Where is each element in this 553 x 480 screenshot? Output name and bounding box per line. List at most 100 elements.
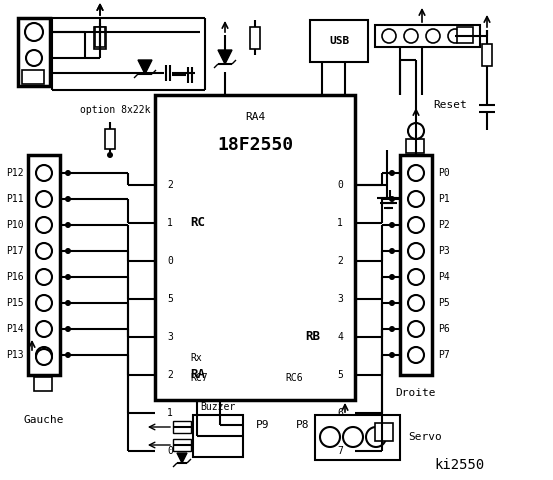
Text: 3: 3 [337, 294, 343, 304]
Polygon shape [218, 50, 232, 64]
Bar [457, 27, 473, 43]
Bar [400, 155, 432, 375]
Circle shape [26, 50, 42, 66]
Bar [310, 20, 368, 62]
Text: RC: RC [190, 216, 205, 229]
Circle shape [366, 427, 386, 447]
Text: P7: P7 [438, 350, 450, 360]
Text: Droite: Droite [396, 388, 436, 398]
Text: ki2550: ki2550 [435, 458, 485, 472]
Circle shape [36, 349, 52, 365]
Text: P14: P14 [7, 324, 24, 334]
Circle shape [389, 326, 395, 332]
Text: 1: 1 [337, 218, 343, 228]
Circle shape [389, 352, 395, 358]
Bar [193, 415, 243, 457]
Bar [173, 421, 191, 433]
Circle shape [343, 427, 363, 447]
Circle shape [36, 191, 52, 207]
Text: P5: P5 [438, 298, 450, 308]
Bar [95, 26, 105, 47]
Text: 2: 2 [337, 256, 343, 266]
Text: P16: P16 [7, 272, 24, 282]
Text: 2: 2 [167, 370, 173, 380]
Circle shape [408, 165, 424, 181]
Circle shape [389, 300, 395, 306]
Circle shape [382, 29, 396, 43]
Text: RA: RA [190, 369, 205, 382]
Bar [250, 26, 260, 48]
Text: Servo: Servo [408, 432, 442, 442]
Circle shape [36, 243, 52, 259]
Circle shape [389, 274, 395, 280]
Polygon shape [138, 60, 152, 74]
Circle shape [36, 347, 52, 363]
Circle shape [36, 321, 52, 337]
Text: P13: P13 [7, 350, 24, 360]
Circle shape [107, 152, 113, 158]
Circle shape [389, 170, 395, 176]
Text: P15: P15 [7, 298, 24, 308]
Circle shape [389, 196, 395, 202]
Text: P17: P17 [7, 246, 24, 256]
Bar [406, 139, 424, 153]
Text: 2: 2 [167, 180, 173, 190]
Text: P8: P8 [296, 420, 310, 430]
Text: RA4: RA4 [245, 112, 265, 122]
Text: P12: P12 [7, 168, 24, 178]
Text: P4: P4 [438, 272, 450, 282]
Text: 0: 0 [167, 446, 173, 456]
Circle shape [36, 217, 52, 233]
Circle shape [389, 222, 395, 228]
Bar [105, 129, 115, 148]
Text: 0: 0 [337, 180, 343, 190]
Text: 3: 3 [167, 332, 173, 342]
Bar [34, 377, 52, 391]
Circle shape [65, 274, 71, 280]
Circle shape [25, 23, 43, 41]
Circle shape [448, 29, 462, 43]
Bar [482, 44, 492, 66]
Bar [173, 439, 191, 451]
Text: 1: 1 [167, 408, 173, 418]
Circle shape [389, 248, 395, 254]
Bar [155, 95, 355, 400]
Text: USB: USB [329, 36, 349, 46]
Circle shape [36, 269, 52, 285]
Circle shape [404, 29, 418, 43]
Text: P3: P3 [438, 246, 450, 256]
Text: RB: RB [305, 331, 320, 344]
Text: RC6: RC6 [285, 373, 302, 383]
Circle shape [408, 269, 424, 285]
Circle shape [65, 248, 71, 254]
Text: P6: P6 [438, 324, 450, 334]
Circle shape [408, 347, 424, 363]
Circle shape [65, 222, 71, 228]
Text: 7: 7 [337, 446, 343, 456]
Circle shape [65, 300, 71, 306]
Text: P0: P0 [438, 168, 450, 178]
Text: Buzzer: Buzzer [200, 402, 236, 412]
Circle shape [320, 427, 340, 447]
Text: Rx: Rx [190, 353, 202, 363]
Text: Gauche: Gauche [24, 415, 64, 425]
Text: P9: P9 [256, 420, 270, 430]
Bar [18, 18, 50, 86]
Circle shape [408, 191, 424, 207]
Bar [94, 27, 106, 49]
Text: RC7: RC7 [190, 373, 207, 383]
Circle shape [65, 196, 71, 202]
Bar [315, 415, 400, 460]
Circle shape [36, 295, 52, 311]
Text: P1: P1 [438, 194, 450, 204]
Circle shape [408, 295, 424, 311]
Bar [375, 423, 393, 441]
Circle shape [408, 217, 424, 233]
Text: 18F2550: 18F2550 [217, 136, 293, 154]
Text: 0: 0 [167, 256, 173, 266]
Circle shape [408, 321, 424, 337]
Bar [28, 155, 60, 375]
Polygon shape [177, 453, 187, 463]
Circle shape [65, 326, 71, 332]
Bar [375, 25, 480, 47]
